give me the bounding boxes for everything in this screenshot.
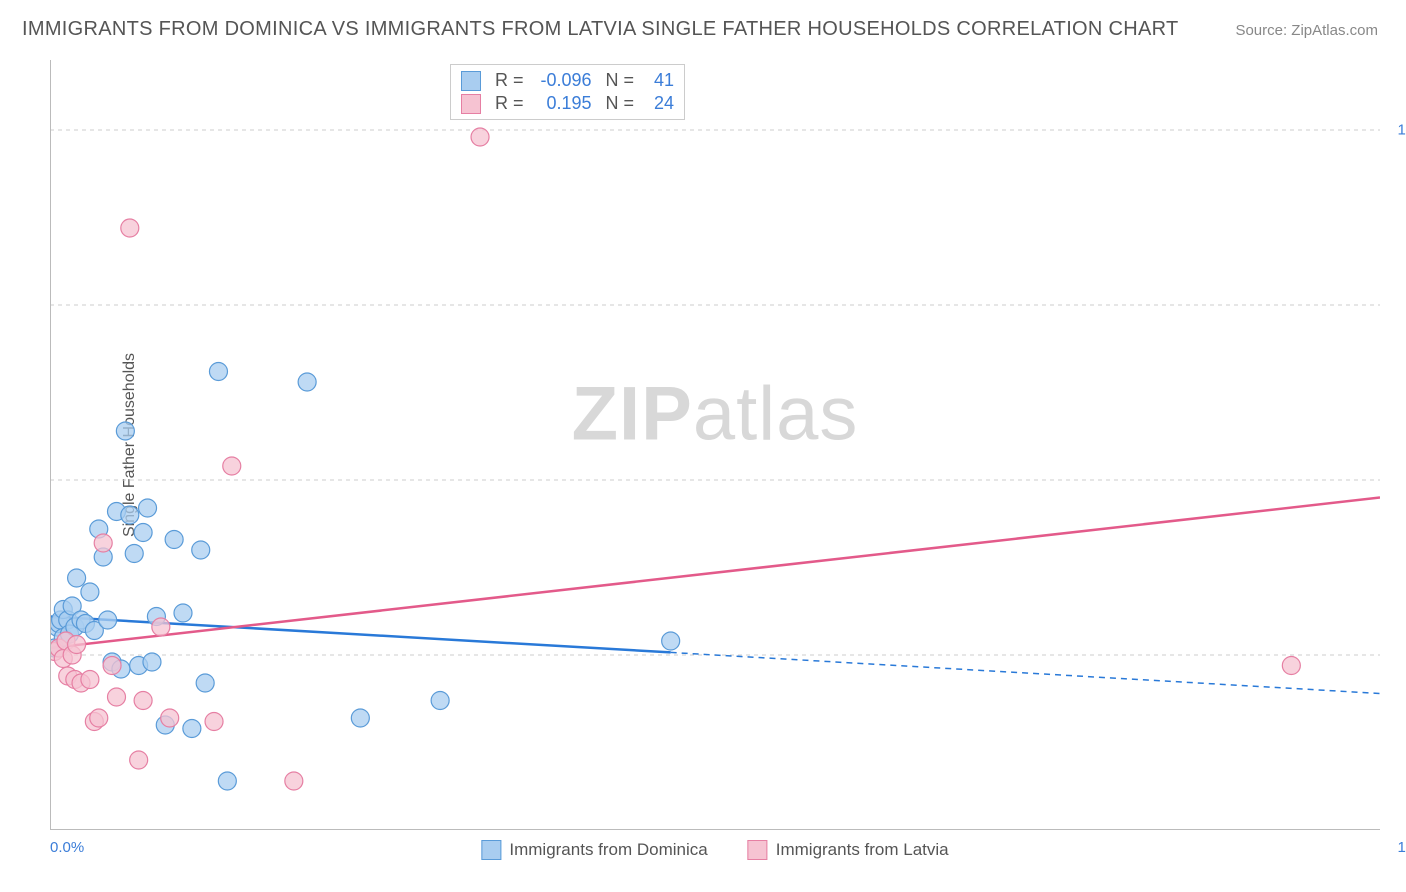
r-label: R = bbox=[495, 70, 524, 91]
scatter-plot bbox=[50, 60, 1380, 830]
legend-item-dominica: Immigrants from Dominica bbox=[481, 840, 707, 860]
source-label: Source: ZipAtlas.com bbox=[1235, 22, 1378, 39]
n-label: N = bbox=[606, 70, 635, 91]
n-value-latvia: 24 bbox=[642, 93, 674, 114]
chart-area: Single Father Households ZIPatlas 2.5%5.… bbox=[50, 60, 1380, 830]
swatch-latvia bbox=[748, 840, 768, 860]
r-value-dominica: -0.096 bbox=[532, 70, 592, 91]
swatch-dominica bbox=[461, 71, 481, 91]
legend-row-latvia: R = 0.195 N = 24 bbox=[461, 92, 674, 115]
n-value-dominica: 41 bbox=[642, 70, 674, 91]
series-name-dominica: Immigrants from Dominica bbox=[509, 840, 707, 860]
swatch-dominica bbox=[481, 840, 501, 860]
x-tick: 15.0% bbox=[1397, 839, 1406, 856]
swatch-latvia bbox=[461, 94, 481, 114]
y-tick: 10.0% bbox=[1397, 122, 1406, 139]
chart-title: IMMIGRANTS FROM DOMINICA VS IMMIGRANTS F… bbox=[22, 18, 1179, 41]
r-value-latvia: 0.195 bbox=[532, 93, 592, 114]
y-axis-line bbox=[50, 60, 51, 830]
series-legend: Immigrants from Dominica Immigrants from… bbox=[481, 840, 948, 860]
correlation-legend: R = -0.096 N = 41 R = 0.195 N = 24 bbox=[450, 64, 685, 120]
x-axis-line bbox=[50, 829, 1380, 830]
n-label: N = bbox=[606, 93, 635, 114]
legend-item-latvia: Immigrants from Latvia bbox=[748, 840, 949, 860]
x-tick: 0.0% bbox=[50, 839, 84, 856]
series-name-latvia: Immigrants from Latvia bbox=[776, 840, 949, 860]
legend-row-dominica: R = -0.096 N = 41 bbox=[461, 69, 674, 92]
r-label: R = bbox=[495, 93, 524, 114]
